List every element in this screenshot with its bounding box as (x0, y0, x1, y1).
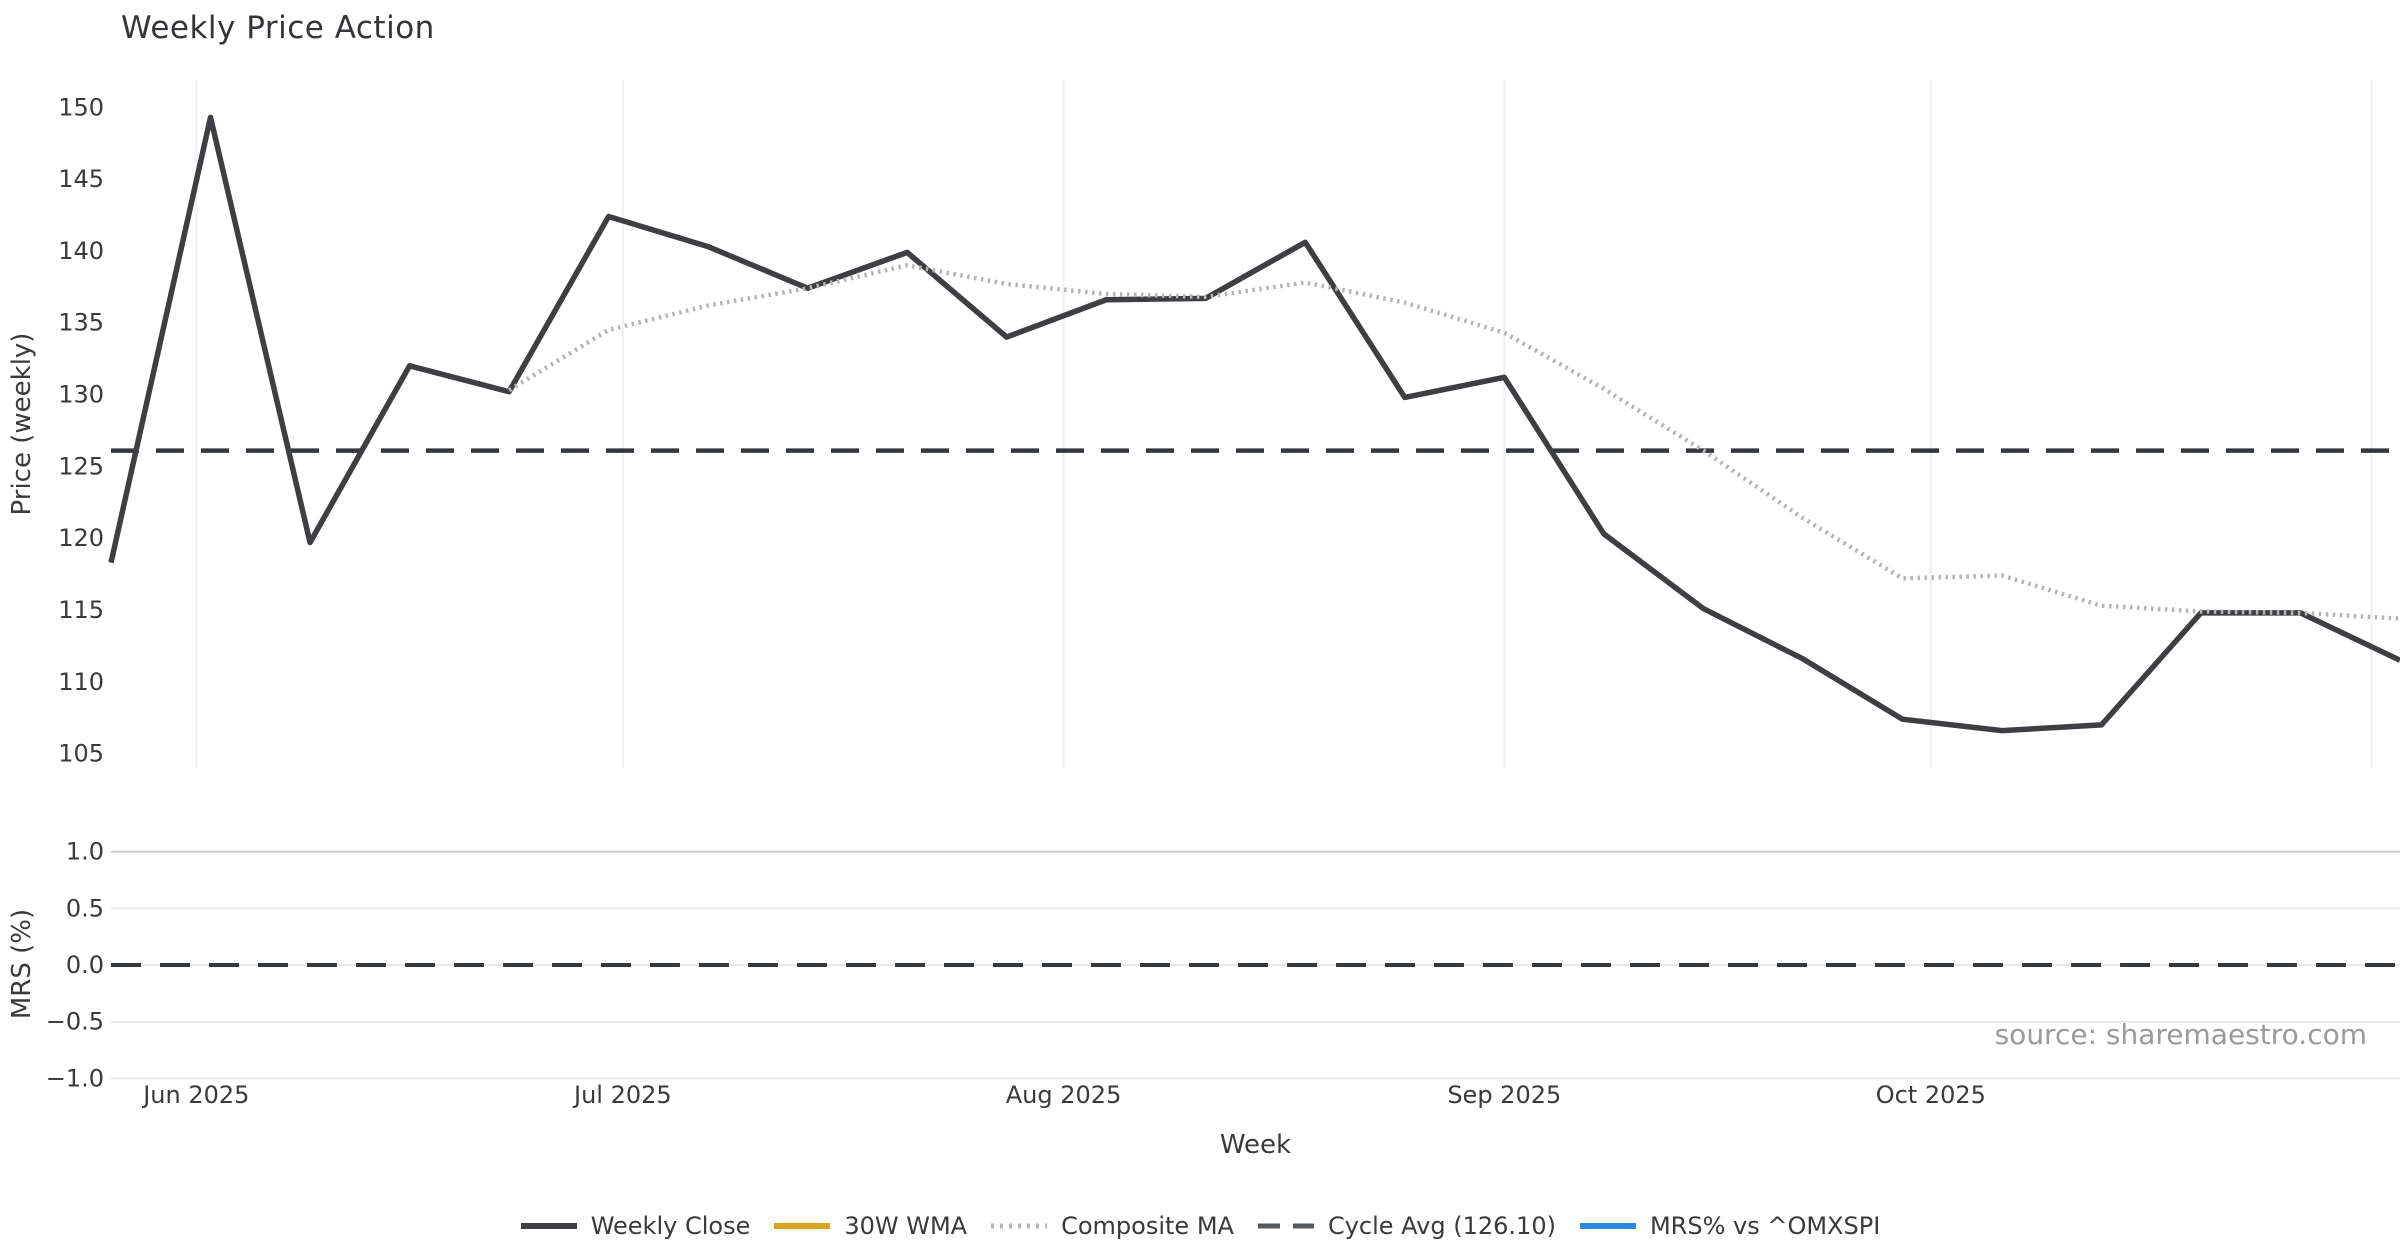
source-attribution: source: sharemaestro.com (1994, 1018, 2367, 1051)
price-axis-label: Price (weekly) (7, 332, 37, 516)
wma-swatch-icon (774, 1223, 831, 1229)
composite-ma-line (507, 263, 2400, 621)
legend-item-composite-ma: Composite MA (990, 1212, 1234, 1240)
x-tick-label: Aug 2025 (1006, 1081, 1122, 1109)
x-tick-label: Oct 2025 (1876, 1081, 1986, 1109)
price-tick-label: 105 (58, 740, 104, 768)
cycle-avg-swatch-icon (1257, 1223, 1314, 1229)
legend-label: 30W WMA (844, 1212, 968, 1240)
mrs-tick-label: 1.0 (66, 838, 104, 866)
x-tick-label: Jul 2025 (572, 1081, 672, 1109)
price-tick-label: 135 (58, 309, 104, 337)
x-tick-label: Sep 2025 (1447, 1081, 1561, 1109)
legend-label: MRS% vs ^OMXSPI (1649, 1212, 1881, 1240)
price-tick-label: 140 (58, 237, 104, 265)
mrs-tick-label: 0.0 (66, 951, 104, 979)
mrs-tick-label: 0.5 (66, 894, 104, 922)
price-tick-label: 110 (58, 668, 104, 696)
price-tick-label: 120 (58, 524, 104, 552)
mrs-swatch-icon (1579, 1223, 1636, 1229)
legend: Weekly Close 30W WMA Composite MA Cycle … (0, 1212, 2400, 1240)
composite-ma-swatch-icon (991, 1223, 1048, 1229)
chart-title: Weekly Price Action (121, 10, 435, 46)
legend-item-weekly-close: Weekly Close (520, 1212, 751, 1240)
legend-label: Cycle Avg (126.10) (1327, 1212, 1556, 1240)
x-axis-label: Week (1219, 1130, 1292, 1160)
price-tick-label: 125 (58, 452, 104, 480)
mrs-tick-label: −1.0 (46, 1064, 104, 1092)
price-tick-label: 130 (58, 381, 104, 409)
price-tick-label: 115 (58, 596, 104, 624)
price-tick-label: 150 (58, 93, 104, 121)
legend-item-cycle-avg: Cycle Avg (126.10) (1257, 1212, 1556, 1240)
legend-item-30w-wma: 30W WMA (773, 1212, 967, 1240)
mrs-axis-label: MRS (%) (7, 908, 37, 1020)
weekly-close-line (108, 114, 2400, 734)
legend-item-mrs: MRS% vs ^OMXSPI (1579, 1212, 1880, 1240)
x-tick-label: Jun 2025 (141, 1081, 249, 1109)
weekly-close-swatch-icon (520, 1223, 577, 1229)
legend-label: Weekly Close (590, 1212, 751, 1240)
mrs-tick-label: −0.5 (46, 1008, 104, 1036)
price-tick-label: 145 (58, 165, 104, 193)
legend-label: Composite MA (1061, 1212, 1234, 1240)
